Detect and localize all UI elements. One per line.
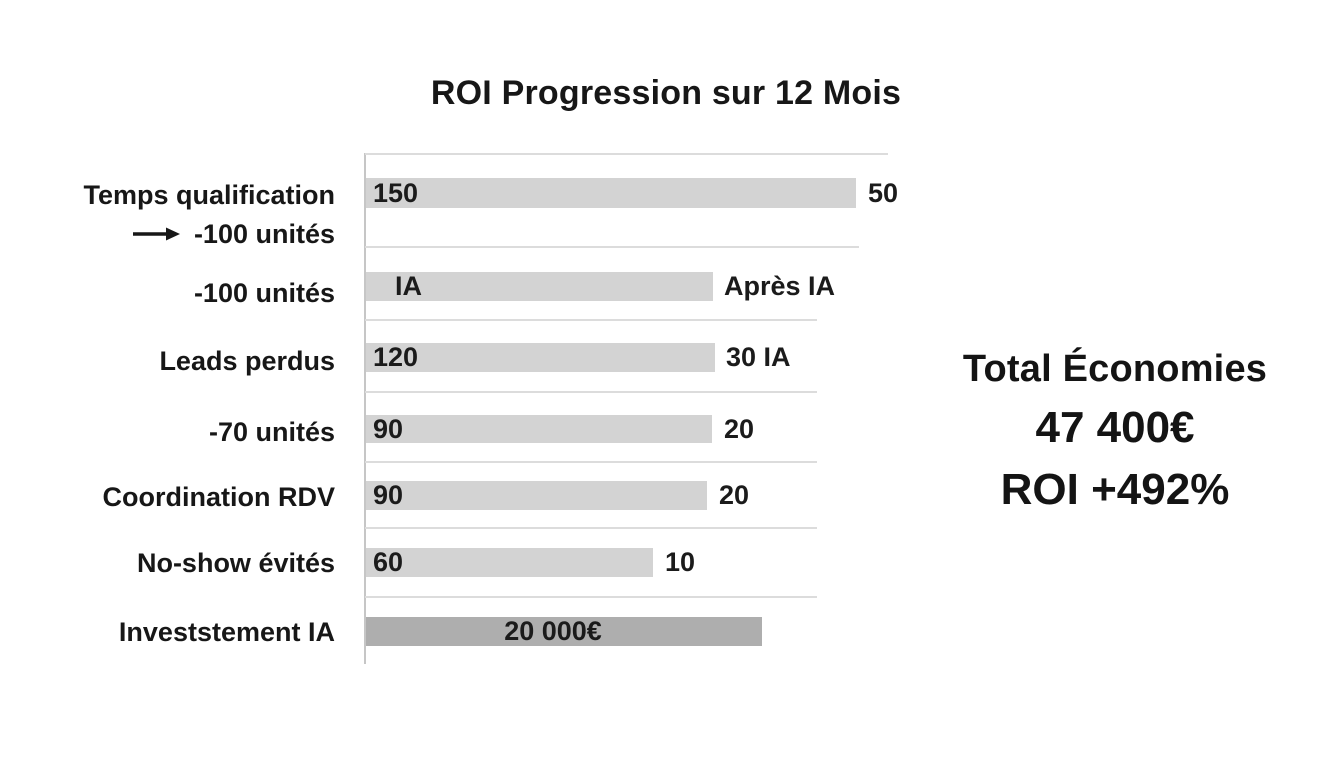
- bar-temps-qualification: 150: [366, 178, 856, 208]
- summary-amount: 47 400€: [1035, 403, 1195, 452]
- chart-title: ROI Progression sur 12 Mois: [430, 74, 902, 112]
- gridline-row-2: [365, 319, 817, 321]
- summary-panel: Total Économies 47 400€ ROI +492%: [930, 346, 1300, 516]
- bar-no-show-evites: 60: [366, 547, 653, 577]
- row-label-70-unites: -70 unités: [208, 417, 335, 447]
- row-sublabel-temps-qualification: -100 unités: [45, 219, 335, 249]
- gridline-top: [365, 153, 888, 155]
- bar-leads-perdus: 120: [366, 342, 715, 372]
- bar-investstement-ia: 20 000€: [366, 616, 762, 646]
- end-value-70-unites: 20: [724, 413, 755, 444]
- gridline-row-3: [365, 391, 817, 393]
- gridline-row-5: [365, 527, 817, 529]
- row-label-temps-qualification: Temps qualification: [83, 180, 335, 210]
- gridline-row-4: [365, 461, 817, 463]
- bar-ia: IA: [366, 271, 713, 301]
- end-value-coordination-rdv: 20: [719, 480, 750, 510]
- end-value-leads-perdus: 30 IA: [726, 342, 791, 372]
- bar-coordination-rdv: 90: [366, 480, 707, 510]
- right-arrow-icon: [132, 227, 180, 241]
- row-label-investstement-ia: Investstement IA: [118, 617, 335, 647]
- gridline-row-6: [365, 596, 817, 598]
- end-value-temps-qualification: 50: [868, 177, 899, 208]
- summary-roi: ROI +492%: [1000, 465, 1230, 514]
- y-axis-line: [364, 153, 366, 664]
- end-value-apres-ia: Après IA: [724, 271, 836, 301]
- bar-70-unites: 90: [366, 414, 712, 444]
- row-label-100-unites: -100 unités: [193, 278, 335, 308]
- summary-title: Total Économies: [962, 348, 1268, 390]
- row-sublabel-text: -100 unités: [193, 219, 335, 249]
- row-label-leads-perdus: Leads perdus: [159, 346, 335, 376]
- row-label-no-show-evites: No-show évités: [136, 548, 335, 578]
- row-label-coordination-rdv: Coordination RDV: [102, 482, 335, 512]
- gridline-row-1: [365, 246, 859, 248]
- end-value-no-show-evites: 10: [665, 547, 696, 577]
